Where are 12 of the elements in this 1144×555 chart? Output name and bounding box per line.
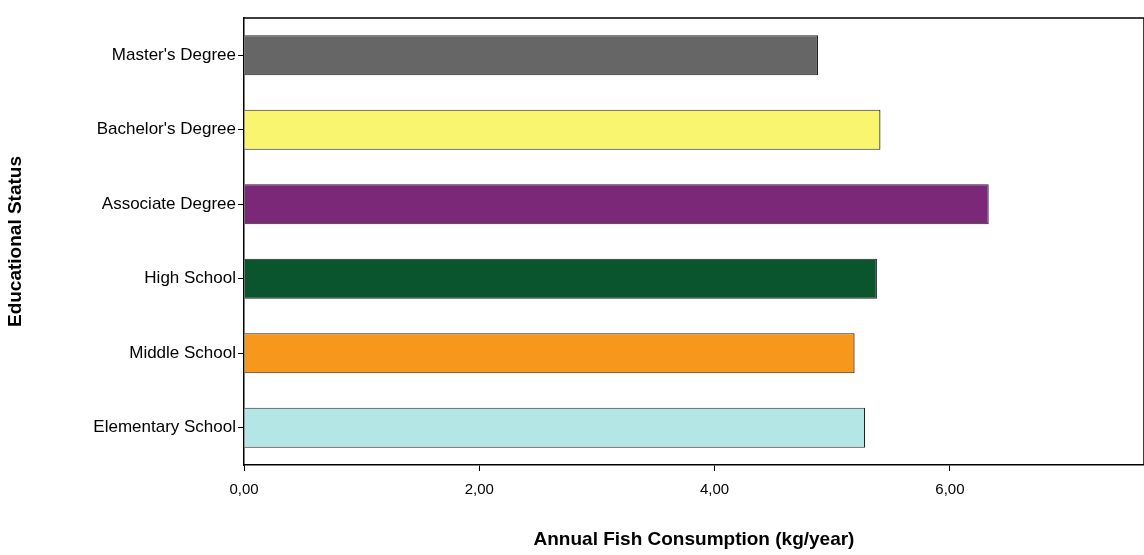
y-tick-label: High School — [144, 268, 236, 288]
y-tick-label: Master's Degree — [111, 44, 236, 64]
y-tick-label: Bachelor's Degree — [96, 119, 236, 139]
x-axis-title: Annual Fish Consumption (kg/year) — [533, 527, 855, 549]
x-tick-label: 6,00 — [935, 480, 965, 498]
x-tick-label: 0,00 — [229, 480, 259, 498]
y-tick-label: Elementary School — [93, 417, 236, 437]
x-tick-label: 4,00 — [699, 480, 730, 498]
x-tick-label: 2,00 — [464, 480, 494, 498]
y-tick-label: Associate Degree — [101, 193, 236, 213]
y-axis-title: Educational Status — [3, 155, 25, 328]
y-tick-label: Middle School — [129, 342, 236, 362]
